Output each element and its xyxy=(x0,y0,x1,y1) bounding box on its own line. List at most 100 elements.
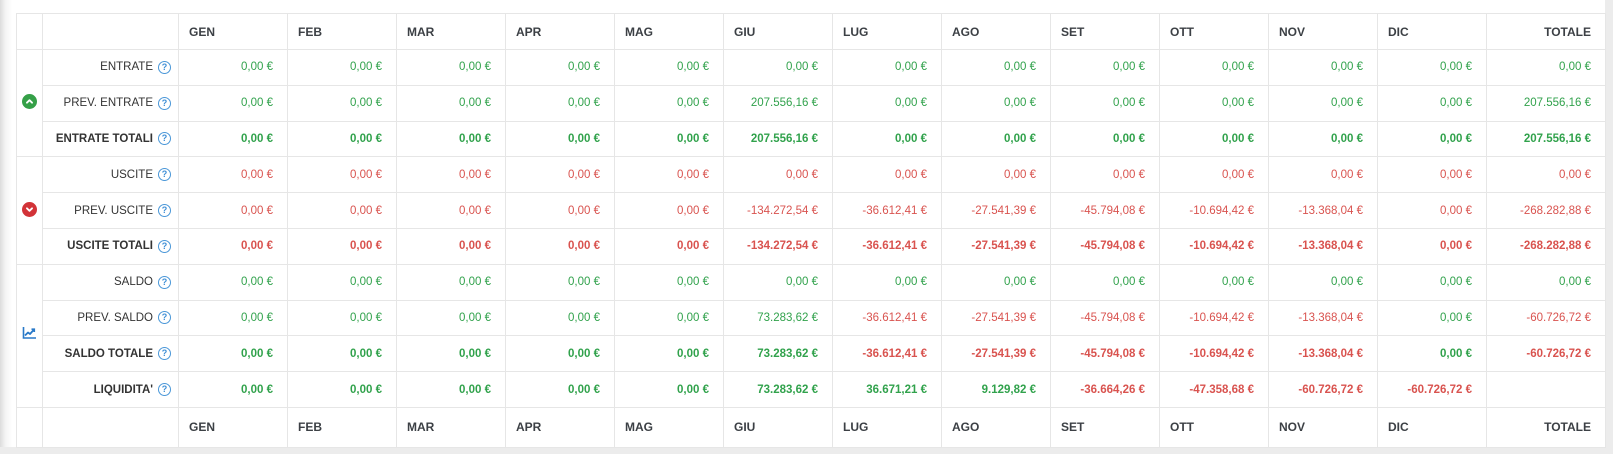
footer-row-label-spacer-cell xyxy=(42,406,179,448)
row-label-cell-uscite-totali: USCITE TOTALI? xyxy=(42,227,179,265)
cell-prev-saldo-totale: -60.726,72 € xyxy=(1486,299,1606,337)
cell-prev-uscite-apr: 0,00 € xyxy=(505,192,615,229)
cell-entrate-totali-gen: 0,00 € xyxy=(178,120,288,158)
cell-entrate-totali-apr: 0,00 € xyxy=(505,120,615,158)
cell-saldo-giu: 0,00 € xyxy=(723,263,833,301)
chevron-down-circle-icon[interactable] xyxy=(22,201,37,217)
page-right-edge xyxy=(1605,0,1613,454)
help-icon[interactable]: ? xyxy=(158,96,171,110)
header-column-header-ott: OTT xyxy=(1159,13,1269,50)
cell-saldo-set: 0,00 € xyxy=(1050,263,1160,301)
cell-prev-saldo-feb: 0,00 € xyxy=(287,299,397,337)
row-label-cell-uscite: USCITE? xyxy=(42,156,179,194)
cell-saldo-totale-dic: 0,00 € xyxy=(1377,335,1487,373)
help-icon[interactable]: ? xyxy=(158,60,171,74)
footer-column-header-totale: TOTALE xyxy=(1486,406,1606,448)
table-row-entrate: ENTRATE? 0,00 €0,00 €0,00 €0,00 €0,00 €0,… xyxy=(16,48,1606,158)
financial-summary-table: GEN FEB MAR APR MAG GIU LUG AGO SET OTT NOV DIC TOTA… xyxy=(16,13,1606,448)
cell-entrate-totali-ott: 0,00 € xyxy=(1159,120,1269,158)
cell-entrate-apr: 0,00 € xyxy=(505,49,615,86)
row-label-cell-prev-saldo: PREV. SALDO? xyxy=(42,299,179,337)
cell-liquidita-ott: -47.358,68 € xyxy=(1159,371,1269,408)
cell-prev-uscite-set: -45.794,08 € xyxy=(1050,192,1160,229)
help-icon[interactable]: ? xyxy=(158,275,171,289)
table-row-saldo-totale: SALDO TOTALE? 0,00 €0,00 €0,00 €0,00 €0,0… xyxy=(17,335,1606,373)
row-label-cell-liquidita: LIQUIDITA'? xyxy=(42,371,179,408)
row-label: LIQUIDITA' xyxy=(93,383,153,396)
cell-entrate-totale: 0,00 € xyxy=(1486,49,1606,86)
cell-saldo-totale-mar: 0,00 € xyxy=(396,335,506,373)
cell-saldo-totale-totale: -60.726,72 € xyxy=(1486,335,1606,373)
footer-column-header-set: SET xyxy=(1050,406,1160,448)
cell-uscite-feb: 0,00 € xyxy=(287,156,397,194)
cell-entrate-totali-nov: 0,00 € xyxy=(1268,120,1378,158)
header-column-header-mar: MAR xyxy=(396,13,506,50)
cell-entrate-ago: 0,00 € xyxy=(941,49,1051,86)
cell-liquidita-ago: 9.129,82 € xyxy=(941,371,1051,408)
chart-line-icon[interactable] xyxy=(22,326,37,340)
footer-column-header-ott: OTT xyxy=(1159,406,1269,448)
cell-prev-saldo-gen: 0,00 € xyxy=(178,299,288,337)
cell-liquidita-set: -36.664,26 € xyxy=(1050,371,1160,408)
chevron-up-circle-icon[interactable] xyxy=(22,94,37,110)
cell-uscite-totali-feb: 0,00 € xyxy=(287,227,397,265)
cell-uscite-totali-lug: -36.612,41 € xyxy=(832,227,942,265)
cell-saldo-lug: 0,00 € xyxy=(832,263,942,301)
cell-liquidita-totale xyxy=(1486,371,1606,408)
cell-prev-entrate-dic: 0,00 € xyxy=(1377,84,1487,122)
row-label: USCITE TOTALI xyxy=(67,240,153,253)
cell-prev-saldo-giu: 73.283,62 € xyxy=(723,299,833,337)
cell-saldo-ott: 0,00 € xyxy=(1159,263,1269,301)
cell-uscite-totali-gen: 0,00 € xyxy=(178,227,288,265)
help-icon[interactable]: ? xyxy=(158,347,171,361)
cell-entrate-totali-totale: 207.556,16 € xyxy=(1486,120,1606,158)
cell-prev-saldo-lug: -36.612,41 € xyxy=(832,299,942,337)
footer-row: GEN FEB MAR APR MAG GIU LUG AGO SET OTT NOV DIC TOTA… xyxy=(16,406,1606,448)
cell-saldo-nov: 0,00 € xyxy=(1268,263,1378,301)
table-row-saldo: SALDO? 0,00 €0,00 €0,00 €0,00 €0,00 €0,00… xyxy=(16,263,1606,408)
header-column-header-lug: LUG xyxy=(832,13,942,50)
table-row-prev-uscite: PREV. USCITE? 0,00 €0,00 €0,00 €0,00 €0,0… xyxy=(17,192,1606,229)
cell-prev-entrate-feb: 0,00 € xyxy=(287,84,397,122)
help-icon[interactable]: ? xyxy=(158,132,171,146)
header-column-header-gen: GEN xyxy=(178,13,288,50)
row-label: PREV. SALDO xyxy=(77,311,153,324)
row-label-cell-prev-uscite: PREV. USCITE? xyxy=(42,192,179,229)
cell-prev-entrate-mar: 0,00 € xyxy=(396,84,506,122)
cell-saldo-totale: 0,00 € xyxy=(1486,263,1606,301)
cell-uscite-totali-set: -45.794,08 € xyxy=(1050,227,1160,265)
cell-prev-saldo-mar: 0,00 € xyxy=(396,299,506,337)
cell-uscite-set: 0,00 € xyxy=(1050,156,1160,194)
cell-prev-entrate-nov: 0,00 € xyxy=(1268,84,1378,122)
help-icon[interactable]: ? xyxy=(158,311,171,325)
cell-entrate-nov: 0,00 € xyxy=(1268,49,1378,86)
cell-uscite-totali-mag: 0,00 € xyxy=(614,227,724,265)
cell-liquidita-gen: 0,00 € xyxy=(178,371,288,408)
cell-uscite-dic: 0,00 € xyxy=(1377,156,1487,194)
help-icon[interactable]: ? xyxy=(158,383,171,397)
cell-saldo-totale-giu: 73.283,62 € xyxy=(723,335,833,373)
cell-prev-uscite-feb: 0,00 € xyxy=(287,192,397,229)
cell-entrate-set: 0,00 € xyxy=(1050,49,1160,86)
cell-entrate-totali-feb: 0,00 € xyxy=(287,120,397,158)
row-label-cell-entrate: ENTRATE? xyxy=(42,49,179,86)
help-icon[interactable]: ? xyxy=(158,204,171,218)
header-column-header-giu: GIU xyxy=(723,13,833,50)
help-icon[interactable]: ? xyxy=(158,239,171,253)
cell-entrate-totali-lug: 0,00 € xyxy=(832,120,942,158)
cell-entrate-dic: 0,00 € xyxy=(1377,49,1487,86)
cell-liquidita-mag: 0,00 € xyxy=(614,371,724,408)
cell-prev-saldo-apr: 0,00 € xyxy=(505,299,615,337)
cell-prev-uscite-ago: -27.541,39 € xyxy=(941,192,1051,229)
cell-saldo-totale-gen: 0,00 € xyxy=(178,335,288,373)
cell-uscite-ott: 0,00 € xyxy=(1159,156,1269,194)
cell-entrate-giu: 0,00 € xyxy=(723,49,833,86)
help-icon[interactable]: ? xyxy=(158,168,171,182)
cell-entrate-totali-set: 0,00 € xyxy=(1050,120,1160,158)
cell-saldo-gen: 0,00 € xyxy=(178,263,288,301)
cell-liquidita-feb: 0,00 € xyxy=(287,371,397,408)
footer-column-header-feb: FEB xyxy=(287,406,397,448)
row-label-cell-saldo: SALDO? xyxy=(42,263,179,301)
table-row-uscite-totali: USCITE TOTALI? 0,00 €0,00 €0,00 €0,00 €0,… xyxy=(17,227,1606,265)
